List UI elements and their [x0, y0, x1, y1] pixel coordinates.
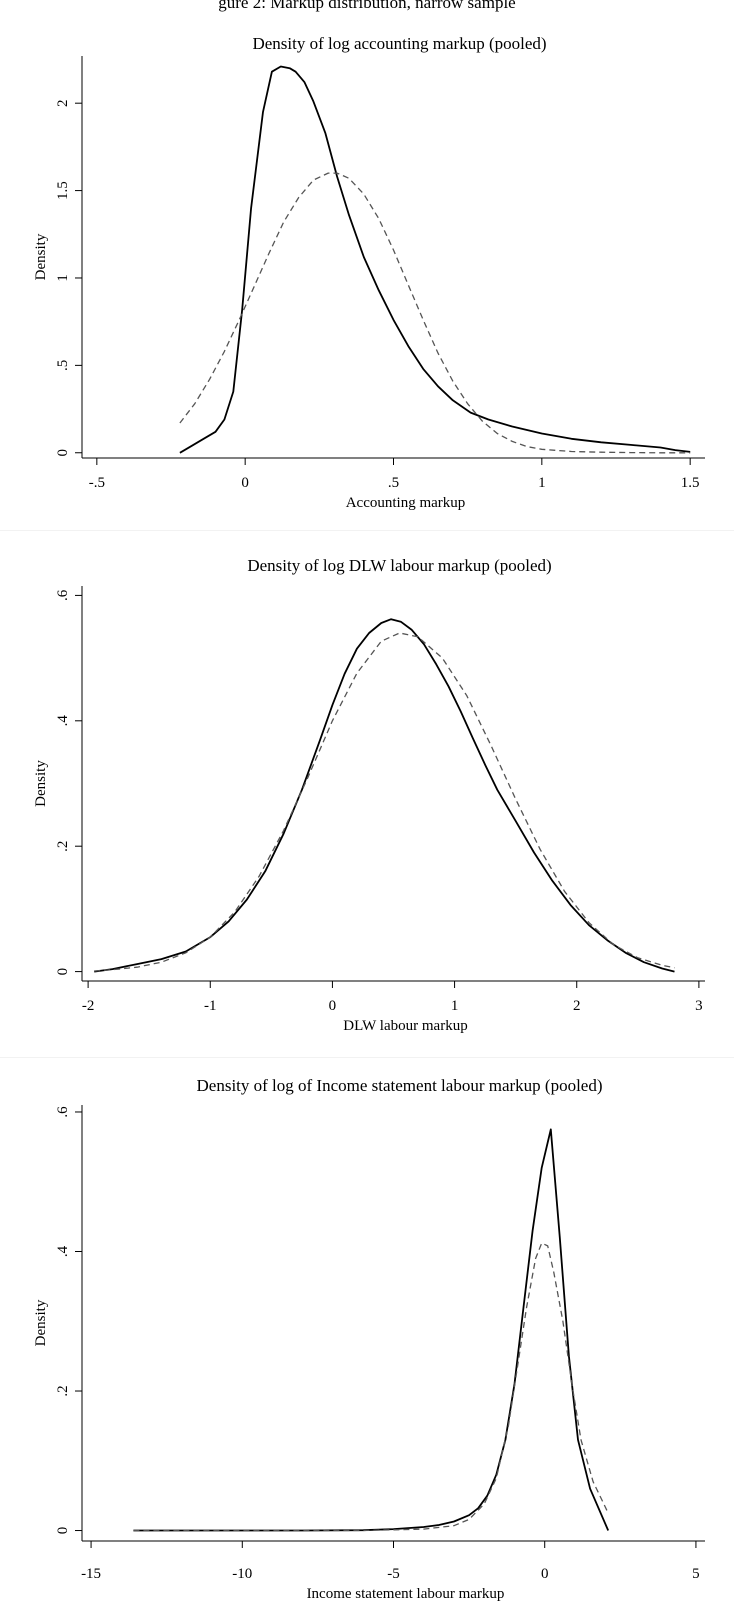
x-tick-label: -15 — [81, 1566, 101, 1582]
chart-title: Density of log DLW labour markup (pooled… — [247, 556, 551, 575]
y-tick-label: 0 — [55, 449, 71, 457]
x-tick-label: -10 — [232, 1566, 252, 1582]
chart-title: Density of log accounting markup (pooled… — [252, 34, 546, 53]
normal-density-dashed-line — [179, 172, 691, 454]
page-caption: gure 2: Markup distribution, narrow samp… — [0, 0, 734, 20]
y-tick-label: 1 — [55, 274, 71, 282]
y-tick-label: .4 — [55, 1245, 71, 1257]
x-tick-label: -.5 — [89, 475, 105, 491]
y-tick-label: 0 — [55, 1527, 71, 1535]
chart-panel-dlw: Density of log DLW labour markup (pooled… — [0, 543, 734, 1038]
panel-divider — [0, 530, 734, 531]
x-tick-label: -5 — [387, 1566, 400, 1582]
x-tick-label: 0 — [541, 1566, 549, 1582]
x-tick-label: 5 — [692, 1566, 700, 1582]
y-tick-label: .2 — [55, 1385, 71, 1396]
normal-density-dashed-line — [94, 632, 675, 972]
x-tick-label: .5 — [388, 475, 399, 491]
y-tick-label: 0 — [55, 968, 71, 976]
kernel-density-solid-line — [133, 1128, 610, 1532]
x-tick-label: 0 — [329, 998, 337, 1014]
x-axis-label: Accounting markup — [346, 495, 466, 511]
normal-density-dashed-line — [133, 1242, 609, 1532]
y-tick-label: .2 — [55, 841, 71, 852]
chart-panel-income-statement: Density of log of Income statement labou… — [0, 1068, 734, 1608]
x-tick-label: 1 — [538, 475, 546, 491]
x-axis-label: Income statement labour markup — [307, 1586, 505, 1602]
x-tick-label: -1 — [204, 998, 217, 1014]
panel-divider — [0, 1057, 734, 1058]
x-tick-label: 0 — [241, 475, 249, 491]
x-tick-label: -2 — [82, 998, 95, 1014]
y-tick-label: 1.5 — [55, 181, 71, 200]
page-caption-text: gure 2: Markup distribution, narrow samp… — [218, 0, 516, 12]
kernel-density-solid-line — [94, 618, 675, 973]
x-tick-label: 2 — [573, 998, 581, 1014]
y-tick-label: .4 — [55, 715, 71, 727]
x-tick-label: 1.5 — [681, 475, 700, 491]
x-axis-label: DLW labour markup — [343, 1018, 467, 1034]
chart-accounting-markup: Density of log accounting markup (pooled… — [33, 34, 705, 511]
y-tick-label: .5 — [55, 360, 71, 371]
chart-dlw-labour-markup: Density of log DLW labour markup (pooled… — [33, 556, 705, 1034]
y-tick-label: .6 — [55, 589, 71, 601]
y-axis-label: Density — [33, 233, 49, 280]
chart-panel-accounting: Density of log accounting markup (pooled… — [0, 26, 734, 518]
x-tick-label: 3 — [695, 998, 703, 1014]
kernel-density-solid-line — [179, 65, 691, 454]
y-tick-label: .6 — [55, 1106, 71, 1118]
x-tick-label: 1 — [451, 998, 459, 1014]
y-tick-label: 2 — [55, 99, 71, 107]
y-axis-label: Density — [33, 760, 49, 807]
chart-title: Density of log of Income statement labou… — [197, 1076, 603, 1095]
chart-income-statement-labour-markup: Density of log of Income statement labou… — [33, 1076, 705, 1602]
y-axis-label: Density — [33, 1299, 49, 1346]
